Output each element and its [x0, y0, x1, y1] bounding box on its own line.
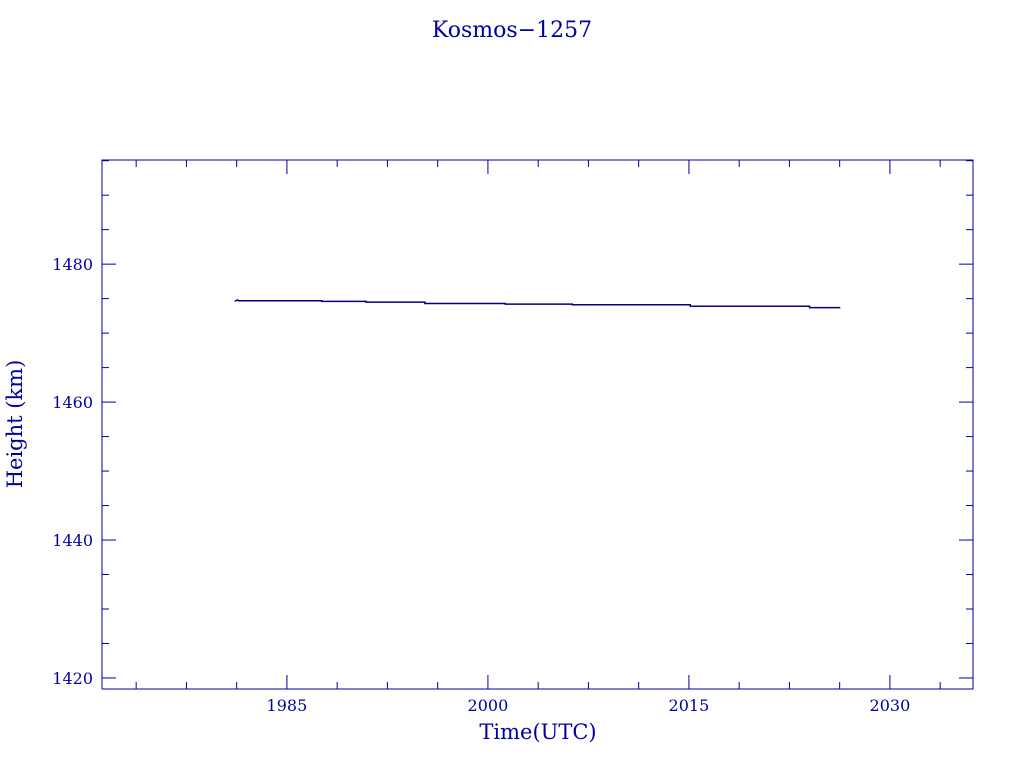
x-tick-label: 2000	[468, 696, 509, 715]
axis-ticks	[102, 160, 973, 689]
x-tick-label: 1985	[267, 696, 308, 715]
y-tick-label: 1440	[52, 531, 93, 550]
y-axis-label: Height (km)	[3, 360, 27, 489]
tick-labels: 1985 2000 2015 2030 1420 1440 1460 1480	[52, 255, 910, 715]
y-tick-label: 1420	[52, 669, 93, 688]
chart-title: Kosmos−1257	[432, 18, 592, 43]
series-group	[234, 299, 841, 309]
x-axis-label: Time(UTC)	[479, 720, 596, 744]
x-tick-label: 2015	[669, 696, 710, 715]
plot-frame	[101, 159, 974, 690]
height-series-line	[234, 299, 841, 309]
y-tick-label: 1460	[52, 393, 93, 412]
x-tick-label: 2030	[870, 696, 911, 715]
y-tick-label: 1480	[52, 255, 93, 274]
